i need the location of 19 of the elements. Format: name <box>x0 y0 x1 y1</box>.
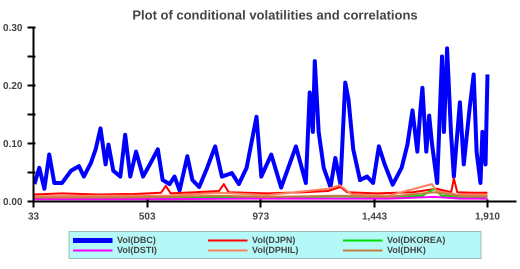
x-tick-label: 1,443 <box>362 212 388 222</box>
legend-label: Vol(DHK) <box>387 244 426 254</box>
line-series <box>34 46 490 192</box>
x-tick-label: 33 <box>28 212 40 222</box>
legend-label: Vol(DKOREA) <box>387 234 446 244</box>
x-tick-label: 973 <box>252 212 270 222</box>
x-tick-label: 1,910 <box>474 212 500 222</box>
legend-label: Vol(DSTI) <box>117 244 158 254</box>
legend-label: Vol(DBC) <box>117 234 156 244</box>
y-tick-label: 0.30 <box>3 23 23 34</box>
chart-title: Plot of conditional volatilities and correlations <box>132 8 418 22</box>
legend-label: Vol(DPHIL) <box>252 244 300 254</box>
x-tick-label: 503 <box>138 212 156 222</box>
line-series <box>34 177 488 196</box>
y-tick-label: 0.10 <box>3 139 23 150</box>
y-tick-label: 0.20 <box>3 81 23 92</box>
legend-label: Vol(DJPN) <box>252 234 296 244</box>
y-tick-label: 0.00 <box>3 197 23 208</box>
line-series <box>34 183 488 198</box>
